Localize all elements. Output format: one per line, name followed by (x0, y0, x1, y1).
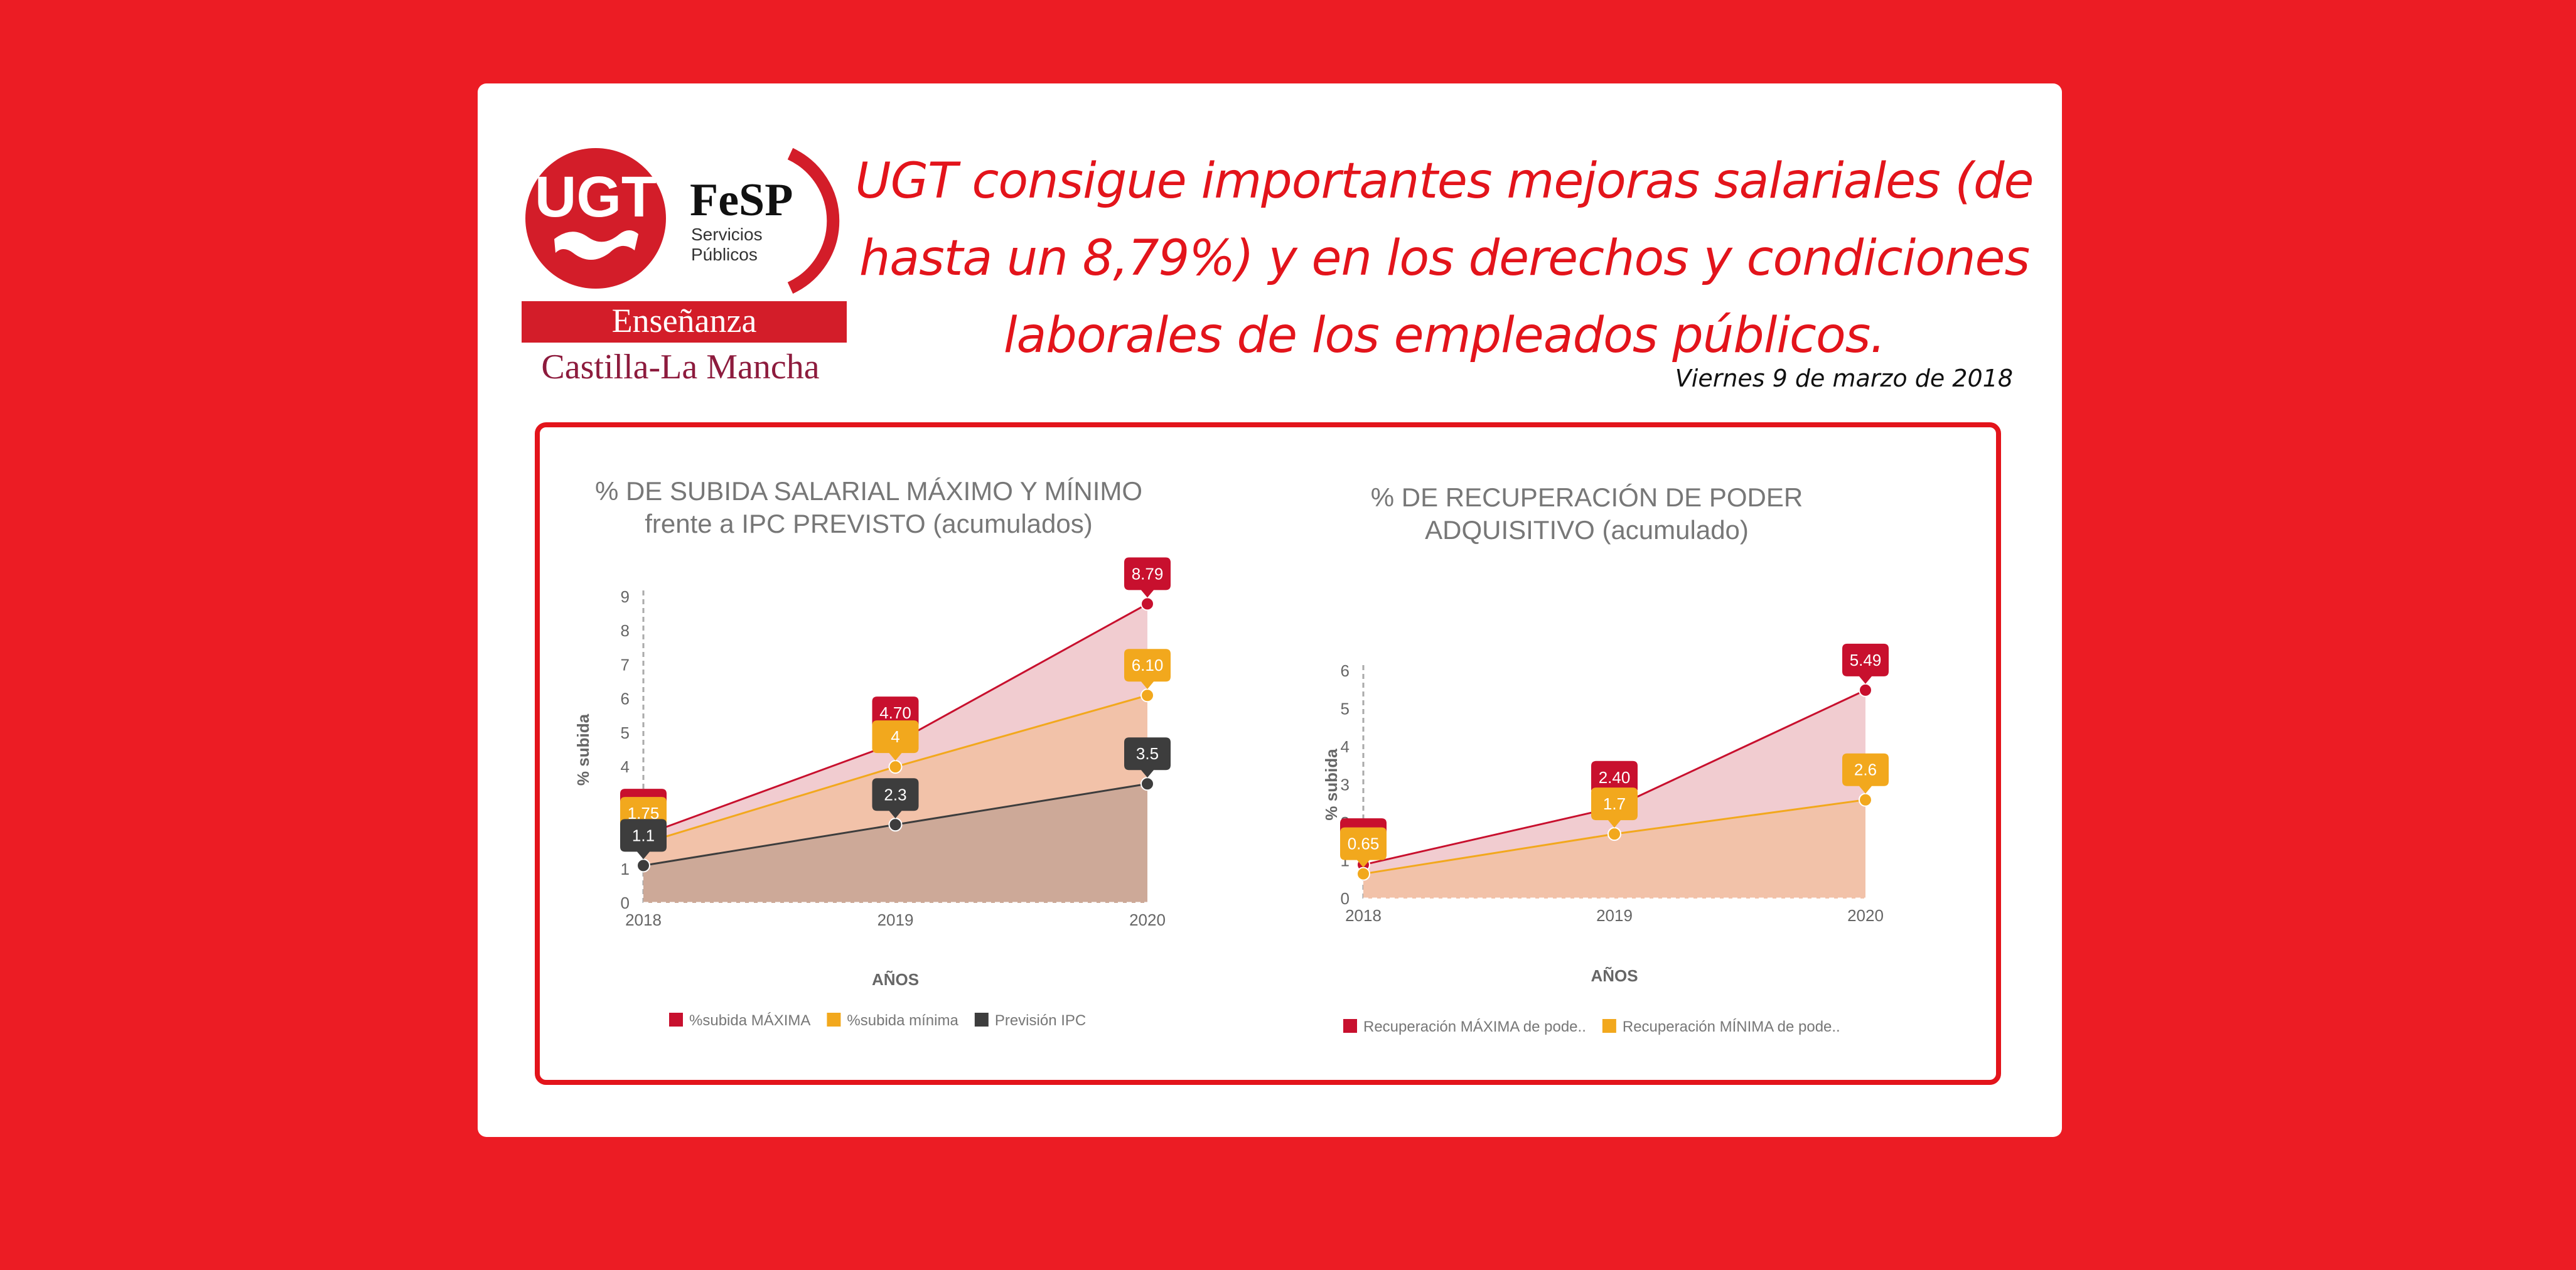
y-tick-label: 1 (621, 860, 630, 878)
band-text: Enseñanza (612, 302, 757, 339)
x-tick-label: 2019 (1596, 906, 1633, 925)
legend-swatch (1343, 1019, 1357, 1033)
series-area-1 (1363, 799, 1865, 899)
y-tick-label: 6 (621, 690, 630, 708)
ugt-text: UGT (535, 165, 657, 229)
fesp-sub1: Servicios (691, 225, 763, 244)
y-tick-label: 4 (621, 757, 630, 776)
x-axis-label: AÑOS (872, 970, 919, 989)
data-label-bubble (872, 778, 919, 819)
ugt-circle (525, 148, 666, 289)
y-tick-label: 9 (621, 587, 630, 606)
data-point (1859, 792, 1872, 807)
fesp-arc (787, 147, 840, 294)
x-tick-label: 2018 (1345, 906, 1382, 925)
data-label-bubble (620, 819, 667, 860)
purchasing-power-chart: % DE RECUPERACIÓN DE PODER ADQUISITIVO (a… (1322, 483, 1889, 1035)
data-label-bubble (1340, 827, 1387, 868)
data-label: 4 (891, 727, 899, 746)
data-label-bubble (1124, 737, 1171, 778)
data-label: 1.7 (1603, 794, 1626, 813)
legend-swatch (827, 1013, 841, 1027)
y-tick-label: 3 (1341, 776, 1350, 794)
data-point (1140, 688, 1154, 703)
y-tick-label: 8 (621, 621, 630, 640)
y-tick-label: 0 (621, 894, 630, 912)
data-label: 2.40 (1599, 768, 1631, 787)
legend-label: Previsión IPC (995, 1012, 1086, 1029)
data-label-bubble (1591, 787, 1638, 828)
fesp-text: FeSP (690, 174, 793, 226)
data-label-bubble (1842, 643, 1889, 684)
data-point (1607, 827, 1621, 841)
data-label: 2.3 (884, 785, 906, 804)
legend-label: %subida mínima (847, 1012, 958, 1029)
publication-date: Viernes 9 de marzo de 2018 (1675, 365, 2013, 392)
ugt-fesp-logo: UGT FeSP Servicios Públicos Enseñanza Ca… (522, 147, 847, 387)
y-axis-label: % subida (574, 713, 593, 786)
data-point (888, 818, 903, 832)
legend-label: Recuperación MÍNIMA de pode.. (1623, 1018, 1840, 1035)
data-label: 4.70 (879, 703, 911, 722)
y-axis-label: % subida (1322, 749, 1341, 821)
region-text: Castilla-La Mancha (541, 348, 819, 387)
x-tick-label: 2020 (1129, 910, 1166, 929)
charts-frame: % DE SUBIDA SALARIAL MÁXIMO Y MÍNIMO fren… (535, 422, 2001, 1085)
chart-title-line1: % DE SUBIDA SALARIAL MÁXIMO Y MÍNIMO (595, 476, 1142, 506)
legend-swatch (669, 1013, 683, 1027)
data-label: 8.79 (1132, 564, 1164, 583)
data-label: 3.5 (1136, 744, 1159, 763)
headline: UGT consigue importantes mejoras salaria… (855, 153, 2034, 364)
legend-swatch (974, 1013, 989, 1027)
fesp-sub2: Públicos (691, 245, 758, 264)
handshake-icon (554, 230, 638, 260)
data-label: 2.6 (1854, 760, 1877, 779)
chart-title-line2: frente a IPC PREVISTO (acumulados) (645, 509, 1093, 538)
x-axis-label: AÑOS (1591, 966, 1638, 985)
y-tick-label: 5 (621, 723, 630, 742)
y-tick-label: 0 (1341, 889, 1350, 908)
data-point (636, 858, 650, 873)
y-tick-label: 4 (1341, 737, 1350, 756)
data-label: 0.65 (1348, 835, 1380, 853)
y-tick-label: 7 (621, 655, 630, 674)
x-tick-label: 2019 (877, 910, 914, 929)
content-card: UGT FeSP Servicios Públicos Enseñanza Ca… (478, 83, 2062, 1137)
legend-label: Recuperación MÁXIMA de pode.. (1363, 1018, 1586, 1035)
chart-title-line1: % DE RECUPERACIÓN DE PODER (1371, 483, 1803, 512)
series-area-2 (643, 784, 1147, 903)
data-label: 5.49 (1850, 651, 1882, 670)
chart-title-line2: ADQUISITIVO (acumulado) (1425, 515, 1749, 545)
data-point (1140, 777, 1154, 791)
data-point (1140, 597, 1154, 611)
salary-increase-chart: % DE SUBIDA SALARIAL MÁXIMO Y MÍNIMO fren… (574, 476, 1171, 1029)
x-tick-label: 2020 (1847, 906, 1884, 925)
data-label-bubble (1842, 753, 1889, 794)
region-band (522, 301, 847, 343)
data-point (1859, 683, 1872, 697)
data-label-bubble (1124, 649, 1171, 690)
data-label: 1.1 (632, 826, 655, 845)
data-point (888, 760, 903, 774)
data-label-bubble (1124, 557, 1171, 598)
data-label: 6.10 (1132, 656, 1164, 675)
data-label-bubble (872, 720, 919, 761)
x-tick-label: 2018 (625, 910, 662, 929)
data-point (1356, 867, 1370, 881)
legend-swatch (1602, 1019, 1616, 1033)
y-tick-label: 6 (1341, 661, 1350, 680)
legend-label: %subida MÁXIMA (689, 1012, 810, 1029)
y-tick-label: 5 (1341, 700, 1350, 718)
